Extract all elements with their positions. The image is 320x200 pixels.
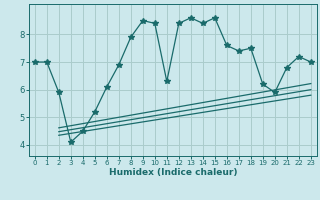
X-axis label: Humidex (Indice chaleur): Humidex (Indice chaleur) — [108, 168, 237, 177]
